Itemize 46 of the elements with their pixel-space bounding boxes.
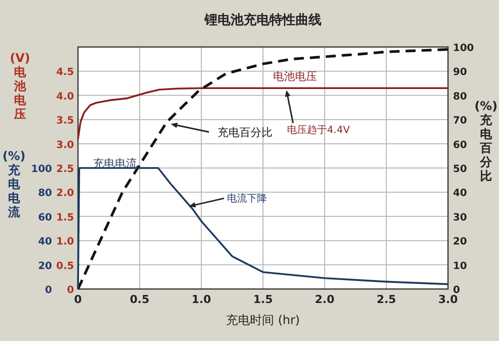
y3-tick-label: 100 (31, 164, 52, 175)
y2-tick-label: 70 (453, 116, 467, 127)
y-tick-label: 0 (67, 285, 74, 296)
y-tick-label: 2.0 (56, 188, 74, 200)
y2-tick-label: 0 (453, 285, 460, 296)
line-series (77, 167, 449, 290)
y2-tick-label: 30 (453, 212, 467, 224)
line-series (76, 48, 450, 290)
series-label: 电池电压 (273, 70, 317, 83)
y-tick-label: 1.0 (56, 236, 74, 248)
y-axis-title: (V)电池电压 (10, 51, 30, 121)
y3-tick-label: 60 (38, 212, 52, 224)
y2-tick-label: 20 (453, 236, 467, 248)
y-tick-label: 2.5 (56, 164, 74, 175)
text: 充电百分比 (218, 126, 272, 139)
y2-tick-label: 90 (453, 67, 467, 78)
y2-tick-label: 60 (453, 140, 467, 151)
x-tick-label: 0 (74, 293, 82, 306)
y2-tick-label: 100 (453, 43, 474, 54)
x-tick-label: 2.5 (376, 293, 396, 306)
annotation: 电流下降 (227, 192, 267, 204)
x-axis-title: 充电时间 (hr) (226, 313, 300, 327)
y-tick-label: 3.5 (56, 116, 74, 127)
y3-tick-label: 20 (38, 260, 52, 272)
annotation: 电压趋于4.4V (287, 124, 350, 136)
y-tick-label: 3.0 (56, 140, 74, 151)
y3-tick-label: 0 (45, 285, 52, 296)
x-tick-label: 2.0 (314, 293, 335, 306)
y-tick-label: 0.5 (56, 260, 74, 272)
x-tick-label: 1.5 (253, 293, 273, 306)
y2-tick-label: 40 (453, 188, 467, 200)
chart-title: 锂电池充电特性曲线 (204, 12, 322, 28)
y3-tick-label: 40 (38, 236, 52, 248)
x-tick-label: 1.0 (192, 293, 212, 306)
y3-tick-label: 80 (38, 188, 52, 200)
y2-tick-label: 80 (453, 91, 467, 102)
y-tick-label: 1.5 (56, 212, 74, 224)
line-series (77, 87, 449, 140)
x-tick-label: 3.0 (438, 293, 458, 306)
y2-tick-label: 10 (453, 260, 467, 272)
y2-axis-title: (%)充电百分比 (474, 99, 498, 183)
y3-axis-title: (%)充电电流 (2, 149, 26, 219)
x-tick-label: 0.5 (130, 293, 150, 306)
y2-tick-label: 50 (453, 164, 467, 175)
y-tick-label: 4.5 (56, 67, 74, 78)
y-tick-label: 4.0 (56, 91, 74, 102)
